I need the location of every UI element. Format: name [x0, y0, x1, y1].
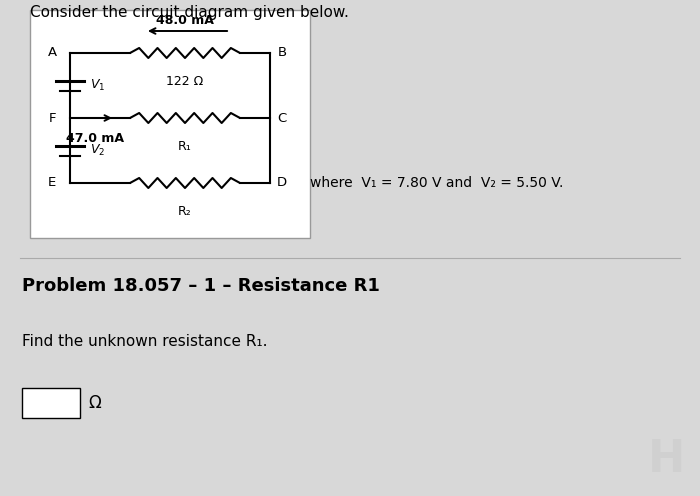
Text: 122 Ω: 122 Ω — [167, 75, 204, 88]
Text: $V_2$: $V_2$ — [90, 143, 105, 158]
Text: Ω: Ω — [88, 394, 101, 412]
Text: 48.0 mA: 48.0 mA — [156, 14, 214, 27]
Text: C: C — [277, 112, 286, 124]
Text: Problem 18.057 – 1 – Resistance R1: Problem 18.057 – 1 – Resistance R1 — [22, 277, 380, 295]
Text: R₂: R₂ — [178, 205, 192, 218]
Text: R₁: R₁ — [178, 140, 192, 153]
Text: $V_1$: $V_1$ — [90, 78, 105, 93]
Text: D: D — [277, 177, 287, 189]
Text: A: A — [48, 47, 57, 60]
FancyBboxPatch shape — [30, 10, 310, 238]
Text: Find the unknown resistance R₁.: Find the unknown resistance R₁. — [22, 333, 267, 349]
Text: 47.0 mA: 47.0 mA — [66, 132, 124, 145]
Text: F: F — [48, 112, 56, 124]
Text: H: H — [648, 438, 685, 481]
Text: where  V₁ = 7.80 V and  V₂ = 5.50 V.: where V₁ = 7.80 V and V₂ = 5.50 V. — [310, 176, 564, 190]
Text: B: B — [277, 47, 286, 60]
FancyBboxPatch shape — [22, 388, 80, 418]
Text: E: E — [48, 177, 56, 189]
Text: Consider the circuit diagram given below.: Consider the circuit diagram given below… — [30, 5, 349, 20]
